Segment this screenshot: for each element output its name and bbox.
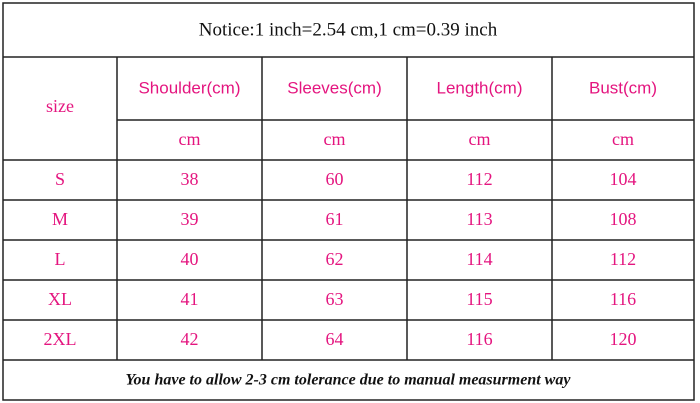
measurement: 63 xyxy=(326,289,344,309)
measurement: 114 xyxy=(466,249,492,269)
size-label: M xyxy=(52,209,68,229)
measurement: 116 xyxy=(610,289,636,309)
unit-label: cm xyxy=(324,129,346,149)
measurement: 64 xyxy=(326,329,344,349)
measurement: 104 xyxy=(610,169,637,189)
measurement: 112 xyxy=(610,249,636,269)
measurement: 40 xyxy=(181,249,199,269)
size-label: XL xyxy=(48,289,72,309)
measurement: 61 xyxy=(326,209,344,229)
size-label: 2XL xyxy=(44,329,77,349)
column-header: Length(cm) xyxy=(437,78,523,97)
measurement: 41 xyxy=(181,289,199,309)
measurement: 42 xyxy=(181,329,199,349)
notice: Notice:1 inch=2.54 cm,1 cm=0.39 inch xyxy=(199,19,498,40)
unit-label: cm xyxy=(469,129,491,149)
footer-note: You have to allow 2-3 cm tolerance due t… xyxy=(126,372,572,389)
size-label: S xyxy=(55,169,65,189)
column-header: Sleeves(cm) xyxy=(287,78,381,97)
measurement: 115 xyxy=(466,289,492,309)
size-label: L xyxy=(55,249,66,269)
measurement: 108 xyxy=(610,209,637,229)
measurement: 39 xyxy=(181,209,199,229)
unit-label: cm xyxy=(612,129,634,149)
column-header: Shoulder(cm) xyxy=(138,78,240,97)
measurement: 120 xyxy=(610,329,637,349)
measurement: 62 xyxy=(326,249,344,269)
unit-label: cm xyxy=(179,129,201,149)
measurement: 38 xyxy=(181,169,199,189)
measurement: 60 xyxy=(326,169,344,189)
column-header: Bust(cm) xyxy=(589,78,657,97)
size-header: size xyxy=(46,96,74,116)
measurement: 113 xyxy=(466,209,492,229)
measurement: 112 xyxy=(466,169,492,189)
measurement: 116 xyxy=(466,329,492,349)
